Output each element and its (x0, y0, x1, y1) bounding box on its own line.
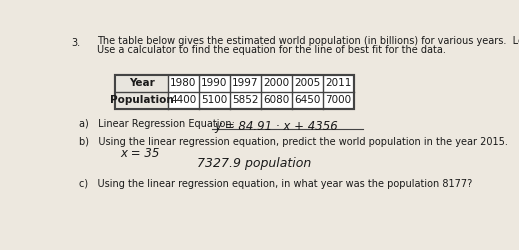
Text: a)   Linear Regression Equation:: a) Linear Regression Equation: (79, 119, 235, 129)
Text: 5100: 5100 (201, 95, 227, 105)
Text: c)   Using the linear regression equation, in what year was the population 8177?: c) Using the linear regression equation,… (79, 180, 472, 190)
Text: 7000: 7000 (325, 95, 351, 105)
Text: Year: Year (129, 78, 155, 88)
Text: y = 84.91 · x + 4356: y = 84.91 · x + 4356 (214, 120, 338, 133)
Text: 1997: 1997 (232, 78, 258, 88)
Text: 2000: 2000 (263, 78, 290, 88)
Text: 2005: 2005 (294, 78, 321, 88)
Bar (115, 75, 354, 108)
Text: 5852: 5852 (232, 95, 258, 105)
Text: Use a calculator to find the equation for the line of best fit for the data.: Use a calculator to find the equation fo… (98, 46, 446, 56)
Text: The table below gives the estimated world population (in billions) for various y: The table below gives the estimated worl… (98, 36, 519, 46)
Text: b)   Using the linear regression equation, predict the world population in the y: b) Using the linear regression equation,… (79, 137, 508, 147)
Text: 6080: 6080 (263, 95, 290, 105)
Text: 2011: 2011 (325, 78, 352, 88)
Bar (115, 75, 354, 108)
Text: 4400: 4400 (170, 95, 197, 105)
Text: 1980: 1980 (170, 78, 197, 88)
Text: 6450: 6450 (294, 95, 321, 105)
Text: 7327.9 population: 7327.9 population (197, 157, 311, 170)
Text: x = 35: x = 35 (121, 147, 160, 160)
Text: 1990: 1990 (201, 78, 228, 88)
Text: 3.: 3. (71, 38, 80, 48)
Text: Population: Population (110, 95, 173, 105)
Bar (115, 75, 168, 108)
